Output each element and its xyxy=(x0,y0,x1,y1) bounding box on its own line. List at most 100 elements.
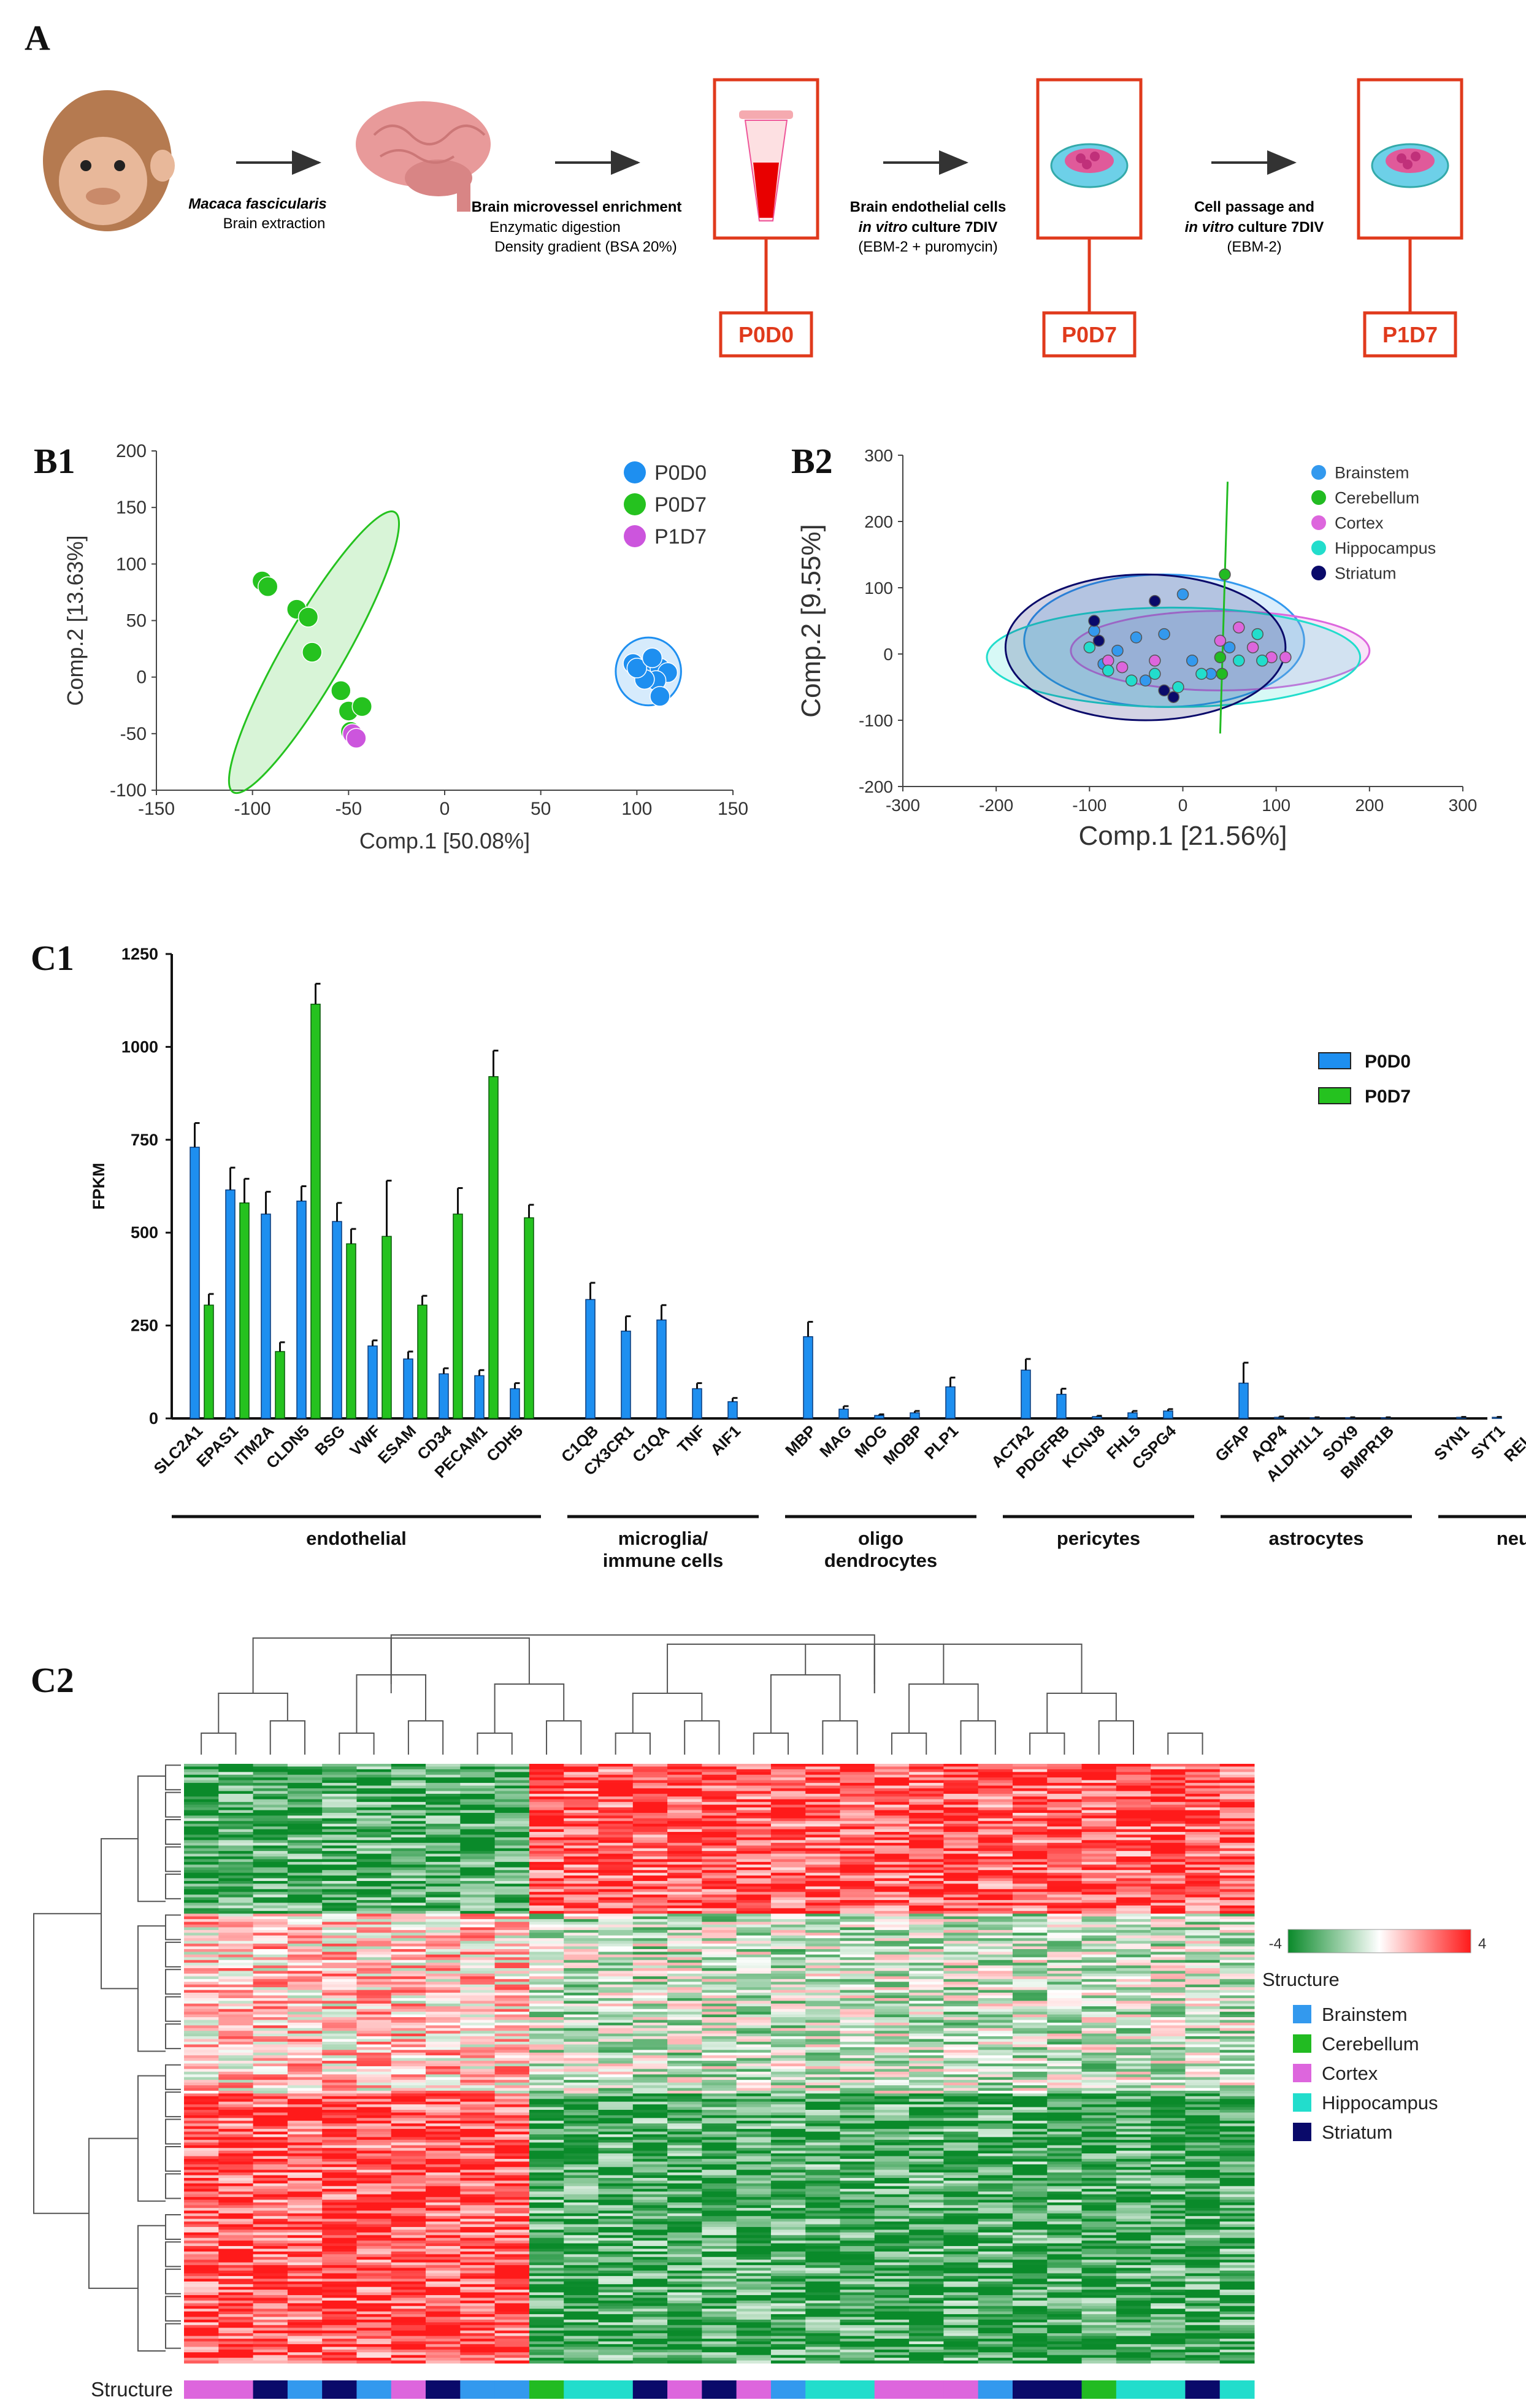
heatmap-cell xyxy=(391,2145,426,2148)
heatmap-cell xyxy=(287,2129,323,2133)
heatmap-cell xyxy=(287,2118,323,2121)
heatmap-cell xyxy=(943,1799,979,1802)
heatmap-cell xyxy=(391,2052,426,2056)
heatmap-cell xyxy=(426,1905,461,1909)
heatmap-cell xyxy=(426,2129,461,2133)
heatmap-cell xyxy=(460,1769,496,1772)
heatmap-cell xyxy=(943,2107,979,2110)
heatmap-cell xyxy=(287,1963,323,1966)
heatmap-cell xyxy=(874,2058,910,2061)
heatmap-cell xyxy=(1151,1829,1186,1833)
heatmap-cell xyxy=(564,2080,599,2083)
heatmap-cell xyxy=(356,1796,392,1800)
heatmap-cell xyxy=(287,1886,323,1890)
heatmap-cell xyxy=(1081,2099,1117,2102)
heatmap-cell xyxy=(770,1802,806,1806)
heatmap-cell xyxy=(356,1815,392,1819)
heatmap-cell xyxy=(1012,1878,1048,1882)
heatmap-cell xyxy=(667,2025,702,2029)
heatmap-cell xyxy=(287,1948,323,1952)
heatmap-cell xyxy=(874,1963,910,1966)
heatmap-cell xyxy=(564,1834,599,1838)
heatmap-cell xyxy=(356,2028,392,2031)
heatmap-cell xyxy=(356,1990,392,1993)
heatmap-cell xyxy=(667,1963,702,1966)
heatmap-cell xyxy=(632,1948,668,1952)
heatmap-cell xyxy=(805,2017,841,2020)
heatmap-cell xyxy=(322,1810,357,1814)
heatmap-cell xyxy=(598,1802,634,1806)
heatmap-cell xyxy=(1081,2109,1117,2113)
heatmap-cell xyxy=(564,1764,599,1767)
heatmap-cell xyxy=(702,1957,737,1961)
heatmap-cell xyxy=(1012,1867,1048,1871)
heatmap-cell xyxy=(736,2052,772,2056)
heatmap-cell xyxy=(943,1772,979,1775)
heatmap-cell xyxy=(667,1812,702,1816)
data-point xyxy=(1167,691,1180,703)
heatmap-cell xyxy=(805,2115,841,2118)
heatmap-cell xyxy=(667,2080,702,2083)
heatmap-cell xyxy=(909,1919,944,1923)
heatmap-cell xyxy=(426,1886,461,1890)
heatmap-cell xyxy=(426,1870,461,1874)
heatmap-cell xyxy=(805,1810,841,1814)
heatmap-cell xyxy=(1081,2080,1117,2083)
heatmap-cell xyxy=(1081,1788,1117,1791)
heatmap-cell xyxy=(632,2044,668,2048)
heatmap-cell xyxy=(1012,2148,1048,2152)
heatmap-cell xyxy=(770,1812,806,1816)
heatmap-cell xyxy=(184,1878,219,1882)
p1d7-box xyxy=(1363,311,1457,358)
heatmap-cell xyxy=(1116,1856,1151,1860)
heatmap-cell xyxy=(564,2109,599,2113)
heatmap-cell xyxy=(184,1812,219,1816)
heatmap-cell xyxy=(460,1799,496,1802)
heatmap-cell xyxy=(840,1948,875,1952)
heatmap-cell xyxy=(1116,1968,1151,1972)
p1d7-label: P1D7 xyxy=(1382,322,1438,347)
heatmap-cell xyxy=(736,1883,772,1887)
heatmap-cell xyxy=(909,1993,944,1996)
heatmap-cell xyxy=(1047,2012,1083,2015)
heatmap-cell xyxy=(736,1823,772,1827)
heatmap-cell xyxy=(184,1834,219,1838)
heatmap-cell xyxy=(184,2150,219,2154)
heatmap-cell xyxy=(978,1993,1013,1996)
heatmap-cell xyxy=(770,2012,806,2015)
heatmap-cell xyxy=(736,2099,772,2102)
heatmap-cell xyxy=(529,1864,564,1868)
heatmap-cell xyxy=(184,2090,219,2094)
heatmap-cell xyxy=(770,2085,806,2088)
heatmap-cell xyxy=(1151,1872,1186,1876)
heatmap-cell xyxy=(805,2001,841,2004)
heatmap-cell xyxy=(426,2148,461,2152)
heatmap-cell xyxy=(943,2153,979,2156)
heatmap-cell xyxy=(736,2153,772,2156)
bar-p0d7 xyxy=(204,1304,214,1419)
heatmap-cell xyxy=(770,2123,806,2127)
heatmap-cell xyxy=(874,2066,910,2069)
heatmap-cell xyxy=(736,2050,772,2053)
heatmap-cell xyxy=(978,1812,1013,1816)
heatmap-cell xyxy=(598,1769,634,1772)
heatmap-cell xyxy=(564,1927,599,1931)
heatmap-cell xyxy=(702,2107,737,2110)
heatmap-cell xyxy=(287,2028,323,2031)
heatmap-cell xyxy=(1185,2050,1221,2053)
heatmap-cell xyxy=(1081,1979,1117,1982)
heatmap-cell xyxy=(978,1826,1013,1830)
heatmap-cell xyxy=(1151,1960,1186,1963)
heatmap-cell xyxy=(253,1823,288,1827)
heatmap-cell xyxy=(460,2077,496,2080)
heatmap-cell xyxy=(805,2164,841,2168)
heatmap-cell xyxy=(1219,1976,1255,1980)
heatmap-cell xyxy=(805,2071,841,2075)
heatmap-cell xyxy=(529,1995,564,1999)
heatmap-cell xyxy=(667,1875,702,1879)
heatmap-cell xyxy=(840,1897,875,1901)
heatmap-cell xyxy=(287,1777,323,1781)
heatmap-cell xyxy=(218,2088,254,2091)
heatmap-cell xyxy=(494,1914,530,1917)
heatmap-cell xyxy=(702,2044,737,2048)
